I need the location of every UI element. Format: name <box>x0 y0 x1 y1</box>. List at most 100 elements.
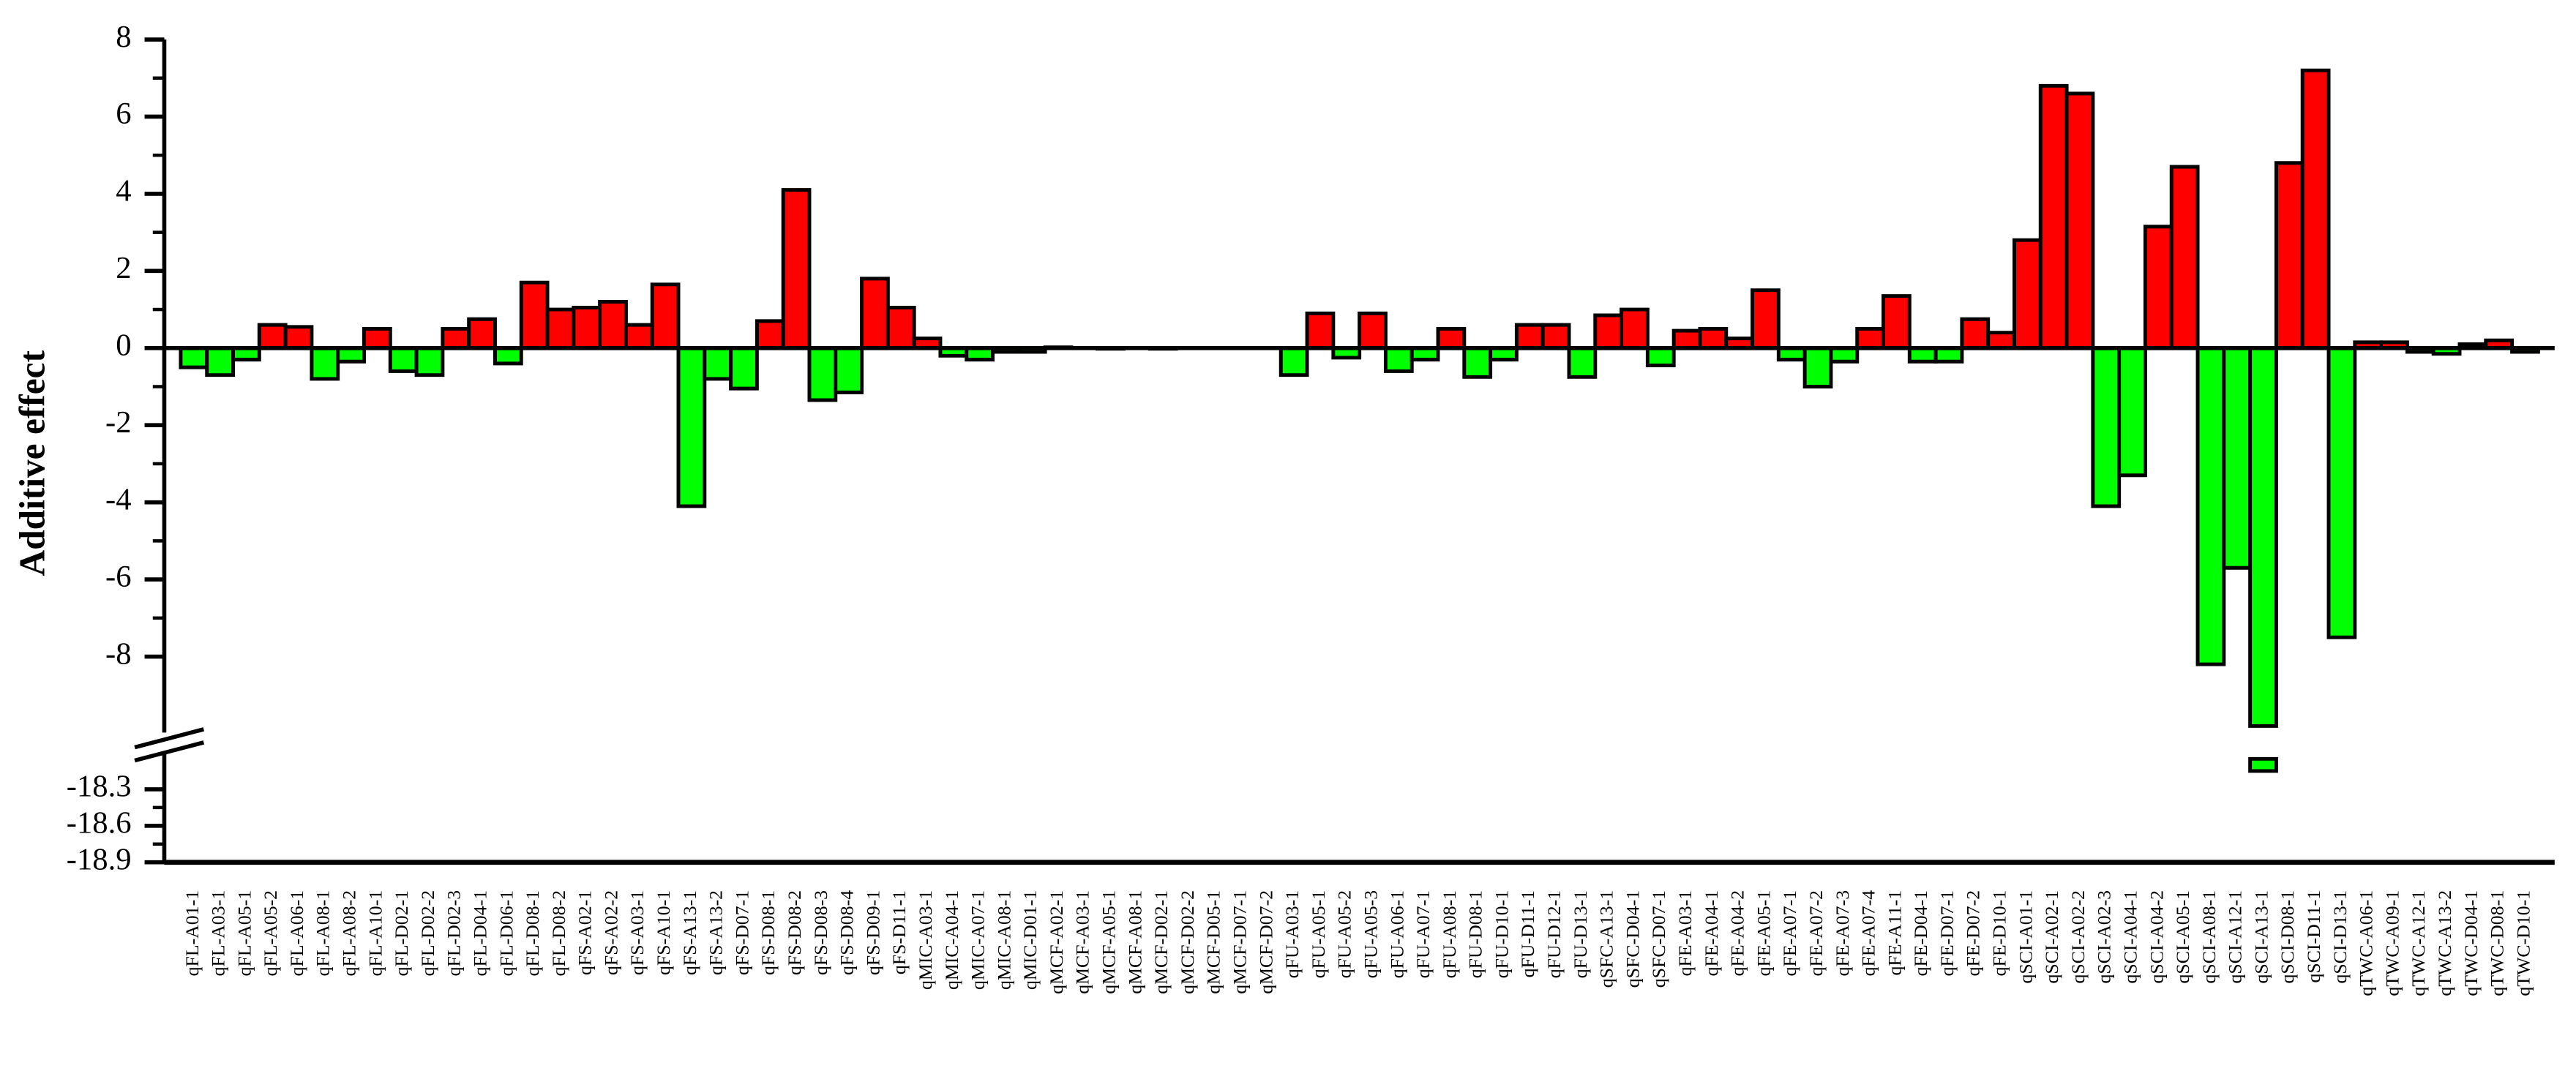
x-tick-label: qFE-A07-3 <box>1832 890 1853 977</box>
x-tick-label: qFL-D08-1 <box>522 890 543 977</box>
x-tick-label: qFL-D02-1 <box>391 890 412 977</box>
x-tick-label: qFU-D13-1 <box>1570 890 1591 978</box>
bar <box>310 346 340 381</box>
y-tick-label: 2 <box>116 251 131 285</box>
bar <box>1514 323 1545 350</box>
x-tick-label: qTWC-A06-1 <box>2356 890 2377 996</box>
y-tick-label: -18.9 <box>67 843 132 877</box>
bar <box>467 317 497 350</box>
x-tick-label: qFL-A05-2 <box>260 890 281 977</box>
x-tick-label: qFE-A03-1 <box>1674 890 1696 977</box>
x-tick-label: qSCI-A02-2 <box>2067 890 2089 984</box>
x-tick-label: qFS-D11-1 <box>888 890 910 974</box>
x-tick-label: qFS-A13-2 <box>705 890 727 975</box>
bar <box>598 300 628 350</box>
bar <box>2117 346 2147 478</box>
x-tick-label: qSCI-A01-1 <box>2015 890 2036 984</box>
x-tick-label: qFS-D07-1 <box>731 890 752 975</box>
y-tick-label: -8 <box>105 636 132 671</box>
x-tick-label: qFU-A05-3 <box>1360 890 1381 978</box>
x-tick-label: qFE-A04-2 <box>1727 890 1748 977</box>
bar <box>1855 326 1885 350</box>
y-tick-label: -6 <box>105 560 132 594</box>
bar <box>1645 346 1676 367</box>
bar <box>205 346 235 377</box>
x-tick-label: qFL-A08-1 <box>312 890 334 977</box>
y-tick-label: -18.3 <box>67 770 132 804</box>
x-tick-label: qFL-D08-2 <box>548 890 569 977</box>
axis-break <box>134 740 205 763</box>
x-tick-label: qTWC-A09-1 <box>2381 890 2403 996</box>
x-tick-label: qFS-A03-1 <box>626 890 648 975</box>
bar <box>2091 346 2122 508</box>
bar <box>2326 346 2357 639</box>
x-tick-label: qSCI-A04-1 <box>2119 890 2141 984</box>
x-tick-label: qFU-A05-1 <box>1308 890 1329 978</box>
x-tick-label: qMCF-D07-1 <box>1229 890 1251 994</box>
x-tick-label: qSFC-D07-1 <box>1648 890 1669 988</box>
bar <box>179 346 209 369</box>
x-tick-label: qFL-A10-1 <box>364 890 386 977</box>
x-tick-label: qFU-D08-1 <box>1465 890 1486 978</box>
bar <box>1960 317 1991 350</box>
bar <box>624 323 654 350</box>
bar <box>2300 68 2331 350</box>
x-tick-label: qTWC-D10-1 <box>2512 890 2534 996</box>
x-tick-label: qSCI-A08-1 <box>2198 890 2220 984</box>
bar <box>755 319 785 350</box>
x-tick-label: qFU-A05-2 <box>1334 890 1355 978</box>
bar <box>1698 326 1729 350</box>
x-tick-label: qFL-D04-1 <box>469 890 490 977</box>
x-tick-label: qFE-A04-1 <box>1701 890 1722 977</box>
x-tick-label: qTWC-A13-2 <box>2434 890 2455 996</box>
bar <box>2143 225 2174 350</box>
bar <box>257 323 288 350</box>
bar <box>1278 346 1309 377</box>
bar <box>2274 161 2304 350</box>
x-tick-label: qSCI-A02-3 <box>2094 890 2115 984</box>
bar <box>860 277 890 350</box>
x-tick-label: qFU-D11-1 <box>1517 890 1538 977</box>
x-tick-label: qMCF-A08-1 <box>1124 890 1145 994</box>
bar <box>2222 346 2253 570</box>
x-tick-label: qFS-D08-4 <box>836 890 858 975</box>
bar <box>2012 238 2043 350</box>
axis-break <box>134 727 205 750</box>
x-tick-label: qFS-A13-1 <box>679 890 700 975</box>
x-tick-label: qFE-D07-1 <box>1936 890 1958 977</box>
x-tick-label: qSCI-A04-2 <box>2146 890 2167 984</box>
bar <box>519 280 550 350</box>
bar <box>2038 83 2069 350</box>
x-tick-label: qMIC-A04-1 <box>941 890 962 990</box>
bar <box>545 307 576 350</box>
x-tick-label: qMCF-A02-1 <box>1046 890 1067 994</box>
x-tick-label: qFL-A06-1 <box>286 890 307 977</box>
bar <box>1567 346 1598 379</box>
bar <box>2064 91 2095 350</box>
bar <box>1986 331 2016 350</box>
x-tick-label: qSCI-A13-1 <box>2250 890 2272 984</box>
bar <box>2169 165 2200 350</box>
x-tick-label: qSCI-D11-1 <box>2303 890 2324 983</box>
bar <box>1383 346 1414 373</box>
x-tick-label: qFE-A05-1 <box>1753 890 1774 977</box>
bar <box>441 326 471 350</box>
x-tick-label: qFE-A07-2 <box>1805 890 1827 977</box>
y-axis-label: Additive effect <box>12 350 53 576</box>
x-tick-label: qFU-A07-1 <box>1412 890 1434 978</box>
x-tick-label: qMIC-D01-1 <box>1019 890 1041 990</box>
x-tick-label: qMCF-D07-2 <box>1255 890 1276 994</box>
y-tick-label: -4 <box>105 482 132 516</box>
x-tick-label: qFU-A08-1 <box>1439 890 1460 978</box>
bar <box>493 346 523 366</box>
x-tick-label: qFE-A11-1 <box>1884 890 1905 976</box>
x-tick-label: qFS-A10-1 <box>653 890 674 975</box>
x-tick-label: qSCI-D08-1 <box>2277 890 2298 984</box>
x-tick-label: qSCI-D13-1 <box>2329 890 2351 984</box>
x-tick-label: qFU-D12-1 <box>1543 890 1565 978</box>
x-tick-label: qTWC-A12-1 <box>2408 890 2429 996</box>
x-tick-label: qMCF-D02-2 <box>1177 890 1198 994</box>
bar <box>781 188 812 350</box>
bar <box>1882 294 1912 350</box>
